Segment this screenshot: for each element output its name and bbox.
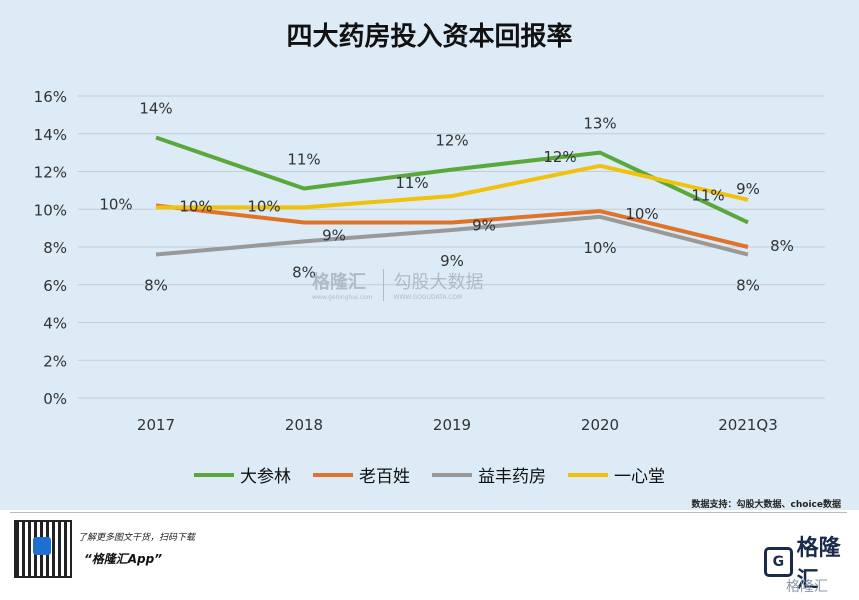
data-label: 11% <box>287 150 320 168</box>
y-tick-label: 10% <box>34 201 67 219</box>
y-tick-label: 2% <box>43 352 67 370</box>
data-label: 12% <box>435 132 468 150</box>
data-label: 14% <box>139 100 172 118</box>
watermark-partner-url: WWW.GOGUDATA.COM <box>393 294 463 301</box>
x-tick-label: 2021Q3 <box>718 416 778 434</box>
legend-swatch <box>194 472 234 477</box>
watermark: 格隆汇 www.gelonghui.com 勾股大数据 WWW.GOGUDATA… <box>312 268 484 301</box>
x-tick-label: 2018 <box>285 416 323 434</box>
legend-label: 老百姓 <box>359 467 410 487</box>
y-tick-label: 8% <box>43 239 67 257</box>
y-tick-label: 14% <box>34 126 67 144</box>
qr-logo-icon <box>33 537 51 555</box>
legend-label: 一心堂 <box>614 467 665 487</box>
data-label: 8% <box>144 277 168 295</box>
data-label: 9% <box>472 216 496 234</box>
legend-swatch <box>313 472 353 477</box>
watermark-brand: 格隆汇 <box>312 272 366 293</box>
data-label: 8% <box>770 237 794 255</box>
brand-g-icon: G <box>764 547 793 577</box>
data-label: 8% <box>736 277 760 295</box>
chart-panel <box>0 0 859 510</box>
x-tick-label: 2019 <box>433 416 471 434</box>
data-label: 10% <box>625 205 658 223</box>
chart-legend: 大参林 老百姓 益丰药房 一心堂 <box>0 462 859 487</box>
brand-logo: G 格隆汇 <box>764 530 859 594</box>
data-label: 11% <box>395 174 428 192</box>
brand-name: 格隆汇 <box>796 536 841 593</box>
series-line <box>156 163 749 210</box>
legend-swatch <box>432 472 472 477</box>
data-label: 8% <box>292 263 316 281</box>
brand-tag: 格隆汇 <box>786 579 828 595</box>
legend-label: 益丰药房 <box>478 467 546 487</box>
app-name: “格隆汇App” <box>84 552 162 566</box>
line-chart: 0% 2% 4% 6% 8% 10% 12% 14% 16% 2017 2018 2019 2020 2… <box>34 88 825 434</box>
data-label: 12% <box>543 148 576 166</box>
y-tick-label: 6% <box>43 277 67 295</box>
watermark-brand-url: www.gelonghui.com <box>312 294 373 301</box>
data-label: 10% <box>583 239 616 257</box>
x-tick-label: 2017 <box>137 416 175 434</box>
promo-text: 了解更多图文干货，扫码下载 <box>78 533 196 543</box>
source-note: 数据支持：勾股大数据、choice数据 <box>691 500 841 510</box>
legend-swatch <box>568 472 608 477</box>
series-line <box>155 203 749 249</box>
data-label: 13% <box>583 115 616 133</box>
legend-label: 大参林 <box>240 467 291 487</box>
data-label: 10% <box>247 197 280 215</box>
watermark-divider <box>382 268 384 301</box>
data-label: 10% <box>179 197 212 215</box>
data-label: 11% <box>691 186 724 204</box>
watermark-partner: 勾股大数据 <box>393 272 484 293</box>
chart-title: 四大药房投入资本回报率 <box>286 22 573 52</box>
legend-item: 大参林 <box>194 462 291 487</box>
legend-item: 益丰药房 <box>432 462 546 487</box>
legend-item: 一心堂 <box>568 462 665 487</box>
y-tick-label: 12% <box>34 164 67 182</box>
legend-item: 老百姓 <box>313 462 410 487</box>
x-tick-label: 2020 <box>581 416 619 434</box>
y-tick-label: 16% <box>34 88 67 106</box>
divider <box>10 512 847 513</box>
y-tick-label: 4% <box>43 315 67 333</box>
data-label: 10% <box>99 195 132 213</box>
data-label: 9% <box>440 252 464 270</box>
data-label: 9% <box>322 226 346 244</box>
data-label: 9% <box>736 180 760 198</box>
y-tick-label: 0% <box>43 390 67 408</box>
